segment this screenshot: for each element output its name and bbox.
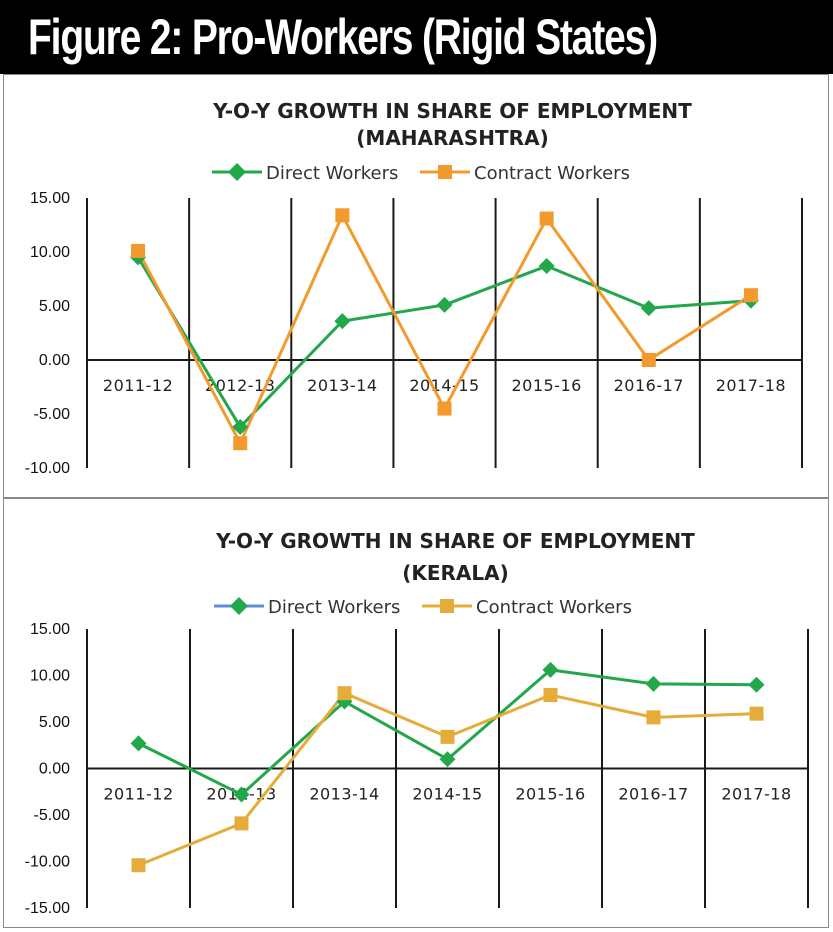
y-tick-label: 10.00 — [30, 668, 70, 685]
x-tick-label: 2014-15 — [412, 785, 482, 804]
x-tick-label: 2016-17 — [618, 785, 688, 804]
x-tick-label: 2017-18 — [716, 376, 786, 395]
data-point-contract-workers — [743, 288, 758, 303]
data-point-contract-workers — [539, 211, 554, 226]
y-tick-label: 0.00 — [39, 352, 70, 369]
legend-label-2: Contract Workers — [476, 597, 632, 618]
data-point-contract-workers — [337, 686, 352, 701]
figure-header: Figure 2: Pro-Workers (Rigid States) — [0, 0, 833, 74]
chart-kerala: Y-O-Y GROWTH IN SHARE OF EMPLOYMENT (KERA… — [25, 529, 809, 917]
data-point-contract-workers — [646, 710, 661, 725]
x-tick-label: 2015-16 — [515, 785, 585, 804]
data-point-contract-workers — [131, 243, 146, 258]
x-tick-label: 2013-14 — [309, 785, 379, 804]
y-tick-label: 15.00 — [30, 621, 70, 638]
y-tick-label: -5.00 — [34, 807, 71, 824]
data-point-direct-workers — [436, 296, 453, 313]
legend-square-marker — [440, 599, 454, 613]
chart-subtitle: (MAHARASHTRA) — [356, 126, 548, 150]
chart-subtitle: (KERALA) — [402, 561, 509, 585]
x-tick-label: 2011-12 — [103, 785, 173, 804]
data-point-direct-workers — [439, 751, 456, 768]
x-tick-label: 2013-14 — [307, 376, 377, 395]
chart-panel-maharashtra: Y-O-Y GROWTH IN SHARE OF EMPLOYMENT (MAHA… — [3, 74, 829, 498]
legend-square-marker — [438, 165, 452, 179]
data-point-contract-workers — [234, 816, 249, 831]
legend-label-2: Contract Workers — [474, 163, 630, 184]
data-point-direct-workers — [542, 661, 559, 678]
data-point-direct-workers — [640, 300, 657, 317]
data-point-contract-workers — [131, 858, 146, 873]
data-point-contract-workers — [641, 353, 656, 367]
chart-maharashtra: Y-O-Y GROWTH IN SHARE OF EMPLOYMENT (MAHA… — [25, 99, 803, 477]
chart-title: Y-O-Y GROWTH IN SHARE OF EMPLOYMENT — [215, 529, 695, 553]
x-tick-label: 2016-17 — [614, 376, 684, 395]
data-point-contract-workers — [749, 706, 764, 721]
data-point-direct-workers — [130, 735, 147, 752]
y-tick-label: 5.00 — [39, 714, 70, 731]
data-point-direct-workers — [748, 676, 765, 693]
data-point-contract-workers — [543, 688, 558, 703]
y-tick-label: 10.00 — [30, 244, 70, 261]
data-point-direct-workers — [645, 675, 662, 692]
chart-title: Y-O-Y GROWTH IN SHARE OF EMPLOYMENT — [212, 99, 692, 123]
legend-label-1: Direct Workers — [268, 597, 400, 618]
y-tick-label: -5.00 — [34, 406, 71, 423]
x-tick-label: 2012-13 — [205, 376, 275, 395]
y-tick-label: -10.00 — [25, 854, 70, 871]
y-tick-label: 15.00 — [30, 190, 70, 207]
y-tick-label: -10.00 — [25, 460, 70, 477]
x-tick-label: 2015-16 — [511, 376, 581, 395]
series-line-1 — [136, 256, 752, 429]
data-point-direct-workers — [233, 786, 250, 803]
x-tick-label: 2014-15 — [409, 376, 479, 395]
legend-diamond-marker — [228, 163, 246, 181]
x-tick-label: 2011-12 — [103, 376, 173, 395]
figure-title: Figure 2: Pro-Workers (Rigid States) — [28, 9, 658, 65]
chart-panel-kerala: Y-O-Y GROWTH IN SHARE OF EMPLOYMENT (KERA… — [3, 498, 829, 928]
data-point-direct-workers — [232, 418, 249, 435]
y-tick-label: 0.00 — [39, 761, 70, 778]
x-tick-label: 2017-18 — [721, 785, 791, 804]
data-point-direct-workers — [334, 313, 351, 330]
data-point-contract-workers — [335, 208, 350, 223]
legend-diamond-marker — [230, 597, 248, 615]
legend-label-1: Direct Workers — [266, 163, 398, 184]
data-point-contract-workers — [440, 729, 455, 744]
data-point-direct-workers — [336, 693, 353, 710]
data-point-contract-workers — [233, 436, 248, 451]
series-line-2 — [137, 691, 757, 867]
y-tick-label: 5.00 — [39, 298, 70, 315]
data-point-direct-workers — [538, 258, 555, 275]
y-tick-label: -15.00 — [25, 900, 70, 917]
data-point-contract-workers — [437, 401, 452, 416]
